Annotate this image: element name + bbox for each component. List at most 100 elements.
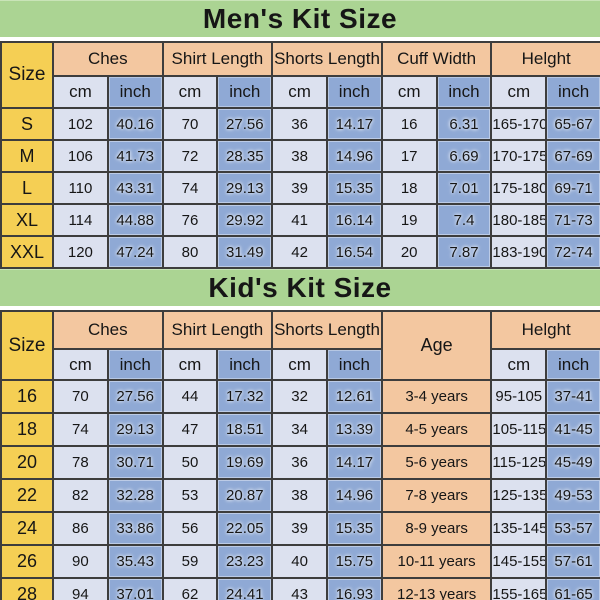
value-cell: 95-105 [490, 379, 548, 414]
value-cell: 65-67 [545, 107, 600, 141]
value-cell: 7.01 [435, 171, 493, 205]
size-cell: L [0, 171, 54, 205]
unit-header: inch [216, 75, 274, 109]
value-cell: 43.31 [106, 171, 164, 205]
shorts-length-group-header: Shorts Length [271, 310, 383, 350]
divider [0, 308, 600, 310]
unit-header: inch [545, 75, 600, 109]
size-cell: 28 [0, 577, 54, 600]
size-cell: 22 [0, 478, 54, 513]
value-cell: 39 [271, 171, 328, 205]
mens-size-table: Size Ches Shirt Length Shorts Length Cuf… [0, 41, 600, 269]
unit-header: cm [271, 348, 328, 381]
value-cell: 80 [161, 235, 219, 269]
value-cell: 69-71 [545, 171, 600, 205]
value-cell: 16.54 [325, 235, 383, 269]
value-cell: 29.13 [106, 412, 164, 447]
unit-header: cm [52, 75, 109, 109]
value-cell: 41.73 [106, 139, 164, 173]
size-cell: M [0, 139, 54, 173]
age-cell: 5-6 years [380, 445, 493, 480]
value-cell: 32.28 [106, 478, 164, 513]
value-cell: 86 [52, 511, 109, 546]
value-cell: 49-53 [545, 478, 600, 513]
value-cell: 17 [380, 139, 438, 173]
value-cell: 105-115 [490, 412, 548, 447]
value-cell: 47.24 [106, 235, 164, 269]
value-cell: 44.88 [106, 203, 164, 237]
value-cell: 35.43 [106, 544, 164, 579]
value-cell: 13.39 [325, 412, 383, 447]
age-column-header: Age [380, 310, 493, 381]
value-cell: 135-145 [490, 511, 548, 546]
unit-header: cm [271, 75, 328, 109]
value-cell: 183-190 [490, 235, 548, 269]
value-cell: 106 [52, 139, 109, 173]
value-cell: 14.17 [325, 445, 383, 480]
value-cell: 14.96 [325, 478, 383, 513]
value-cell: 14.96 [325, 139, 383, 173]
value-cell: 53-57 [545, 511, 600, 546]
age-cell: 10-11 years [380, 544, 493, 579]
value-cell: 36 [271, 445, 328, 480]
value-cell: 94 [52, 577, 109, 600]
size-cell: XXL [0, 235, 54, 269]
cuff-width-group-header: Cuff Width [380, 41, 493, 77]
value-cell: 30.71 [106, 445, 164, 480]
value-cell: 43 [271, 577, 328, 600]
value-cell: 71-73 [545, 203, 600, 237]
shirt-length-group-header: Shirt Length [161, 310, 274, 350]
unit-header: cm [490, 348, 548, 381]
size-cell: 24 [0, 511, 54, 546]
value-cell: 47 [161, 412, 219, 447]
size-cell: 20 [0, 445, 54, 480]
value-cell: 34 [271, 412, 328, 447]
table-row: S 102 40.16 70 27.56 36 14.17 16 6.31 165-170 65-6… [0, 107, 600, 141]
table-row: 22 82 32.28 53 20.87 38 14.96 7-8 years 125-135 4… [0, 478, 600, 513]
unit-header: inch [545, 348, 600, 381]
value-cell: 45-49 [545, 445, 600, 480]
value-cell: 145-155 [490, 544, 548, 579]
unit-header: inch [106, 348, 164, 381]
value-cell: 74 [52, 412, 109, 447]
value-cell: 15.35 [325, 511, 383, 546]
unit-header: inch [435, 75, 493, 109]
value-cell: 175-180 [490, 171, 548, 205]
size-column-header: Size [0, 41, 54, 109]
table-row: 20 78 30.71 50 19.69 36 14.17 5-6 years 115-125 4… [0, 445, 600, 480]
size-cell: 18 [0, 412, 54, 447]
table-row: XXL 120 47.24 80 31.49 42 16.54 20 7.87 183-190 72… [0, 235, 600, 269]
height-group-header: Helght [490, 310, 600, 350]
age-cell: 4-5 years [380, 412, 493, 447]
value-cell: 155-165 [490, 577, 548, 600]
value-cell: 36 [271, 107, 328, 141]
value-cell: 27.56 [106, 379, 164, 414]
value-cell: 14.17 [325, 107, 383, 141]
value-cell: 19 [380, 203, 438, 237]
kids-header-row-groups: Size Ches Shirt Length Shorts Length Age… [0, 310, 600, 381]
size-cell: XL [0, 203, 54, 237]
unit-header: inch [325, 75, 383, 109]
value-cell: 53 [161, 478, 219, 513]
unit-header: cm [490, 75, 548, 109]
value-cell: 115-125 [490, 445, 548, 480]
value-cell: 7.4 [435, 203, 493, 237]
value-cell: 180-185 [490, 203, 548, 237]
age-cell: 12-13 years [380, 577, 493, 600]
value-cell: 102 [52, 107, 109, 141]
value-cell: 70 [161, 107, 219, 141]
mens-header-row-units: cm inch cm inch cm inch cm inch cm inch [1, 75, 600, 109]
kids-size-table: Size Ches Shirt Length Shorts Length Age… [0, 310, 600, 600]
size-cell: 26 [0, 544, 54, 579]
value-cell: 6.31 [435, 107, 493, 141]
value-cell: 120 [52, 235, 109, 269]
unit-header: cm [380, 75, 438, 109]
value-cell: 62 [161, 577, 219, 600]
value-cell: 170-175 [490, 139, 548, 173]
unit-header: cm [52, 348, 109, 381]
shorts-length-group-header: Shorts Length [271, 41, 383, 77]
value-cell: 20 [380, 235, 438, 269]
mens-table-body: S 102 40.16 70 27.56 36 14.17 16 6.31 165-170 65-6… [0, 107, 600, 269]
value-cell: 70 [52, 379, 109, 414]
